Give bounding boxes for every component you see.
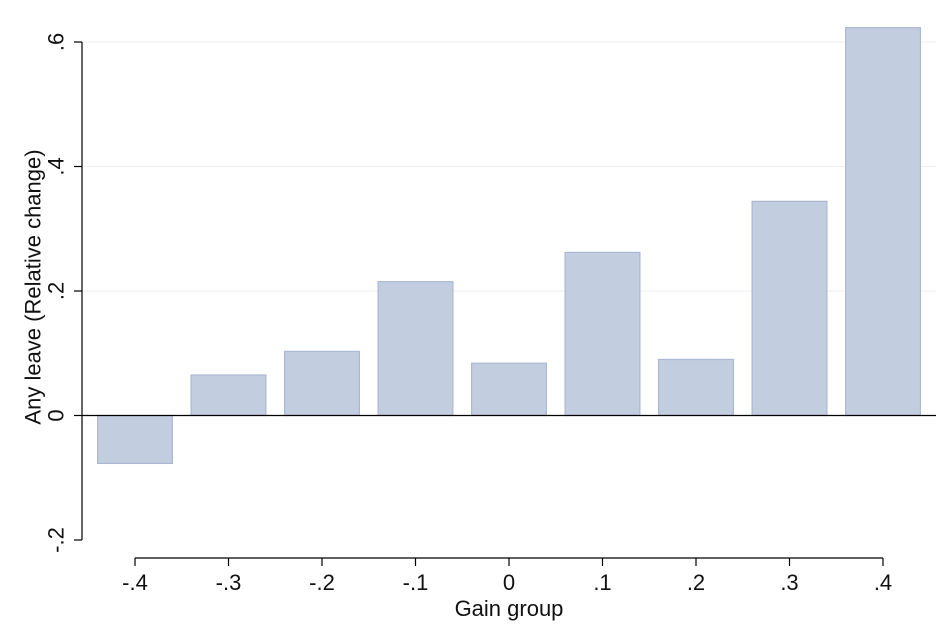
y-tick-label-2: .2: [44, 282, 69, 300]
y-tick-label-0: -.2: [44, 527, 69, 553]
x-tick-label-7: .3: [780, 570, 798, 595]
x-tick-label-0: -.4: [122, 570, 148, 595]
x-tick-label-2: -.2: [309, 570, 335, 595]
bar-0: [96, 414, 174, 465]
bar-5: [564, 251, 641, 417]
x-tick-label-8: .4: [874, 570, 892, 595]
x-tick-label-6: .2: [687, 570, 705, 595]
y-axis-title: Any leave (Relative change): [21, 149, 46, 424]
bar-8: [844, 27, 921, 417]
x-tick-label-3: -.1: [403, 570, 429, 595]
bar-layer: [96, 27, 921, 465]
bar-7: [751, 200, 828, 417]
y-tick-label-1: 0: [44, 409, 69, 421]
x-axis-title: Gain group: [455, 596, 564, 621]
y-tick-label-3: .4: [44, 157, 69, 175]
axis-layer: -.2 0 .2 .4 .6 -.4 -.3 -.2 -.1 0 .1 .2 .3 .4: [44, 33, 936, 595]
bar-2: [284, 350, 361, 417]
x-tick-label-5: .1: [593, 570, 611, 595]
x-tick-label-4: 0: [503, 570, 515, 595]
bar-6: [657, 358, 734, 417]
bar-4: [471, 362, 548, 417]
x-tick-label-1: -.3: [216, 570, 242, 595]
bar-1: [190, 374, 267, 417]
y-tick-label-4: .6: [44, 33, 69, 51]
bar-3: [377, 281, 454, 417]
